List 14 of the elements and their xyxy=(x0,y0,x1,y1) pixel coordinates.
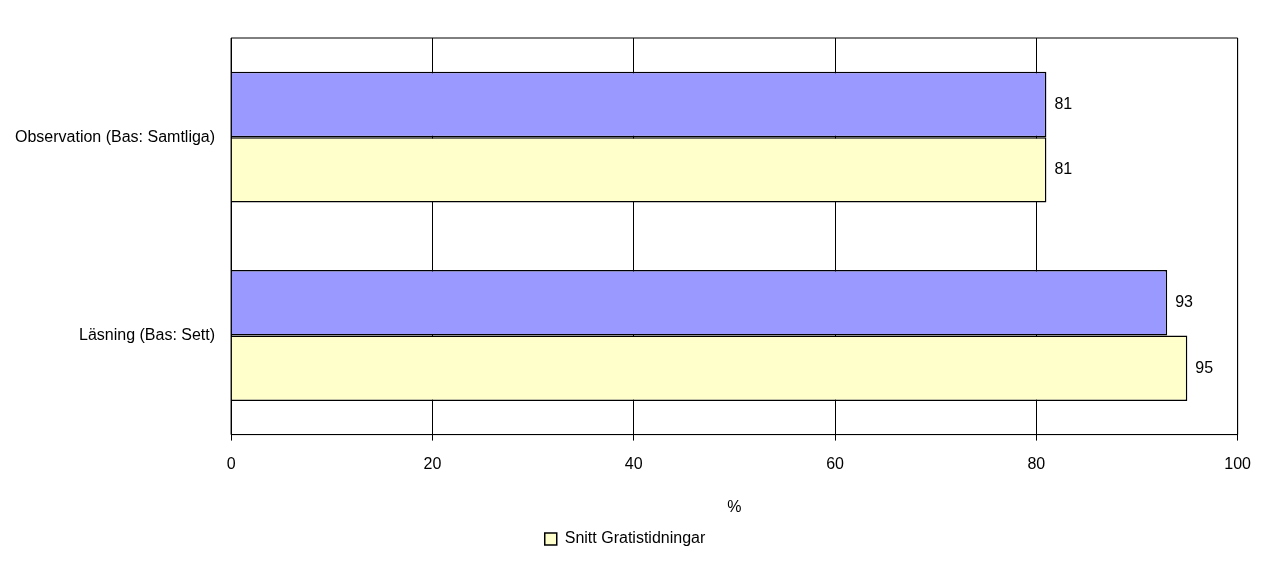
data-label: 93 xyxy=(1175,293,1194,311)
data-label: 81 xyxy=(1054,94,1073,112)
data-label: 95 xyxy=(1195,358,1214,376)
data-label: 81 xyxy=(1054,160,1073,178)
x-tick-label: 100 xyxy=(1224,454,1252,472)
y-tick-label: Läsning (Bas: Sett) xyxy=(79,325,216,343)
legend-label: Snitt Gratistidningar xyxy=(564,529,706,547)
y-tick-label: Observation (Bas: Samtliga) xyxy=(15,127,216,145)
x-tick-label: 20 xyxy=(423,454,442,472)
x-tick-label: 40 xyxy=(624,454,643,472)
x-tick-label: 80 xyxy=(1027,454,1046,472)
x-axis-title: % xyxy=(727,497,742,515)
x-tick-label: 0 xyxy=(226,454,236,472)
x-tick-label: 60 xyxy=(826,454,845,472)
